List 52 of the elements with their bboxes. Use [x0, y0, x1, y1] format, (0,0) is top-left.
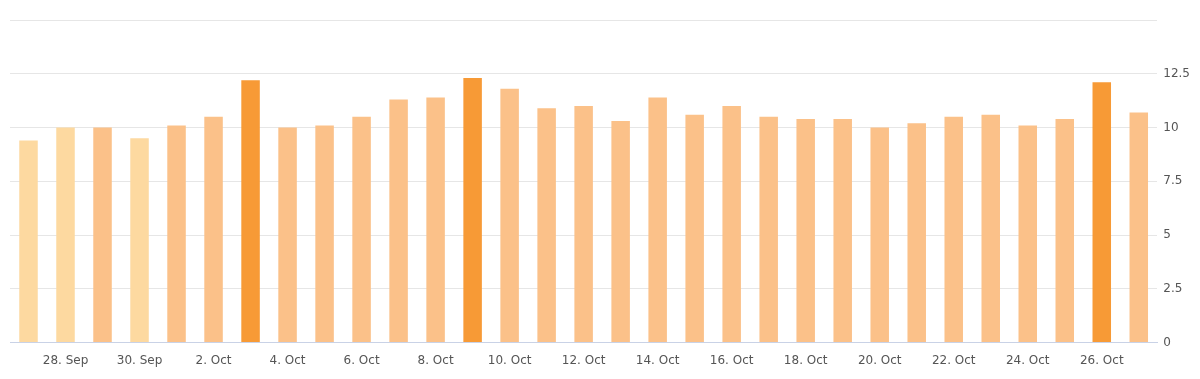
bar: [1018, 125, 1037, 343]
bar: [944, 116, 963, 343]
y-tick-label: 2.5: [1163, 280, 1183, 295]
bar: [278, 127, 297, 343]
bar: [1055, 118, 1075, 343]
bar: [315, 125, 334, 343]
x-tick-label: 18. Oct: [783, 352, 828, 367]
x-tick-label: 24. Oct: [1005, 352, 1050, 367]
x-tick-label: 6. Oct: [343, 352, 380, 367]
bar: [352, 116, 371, 343]
bar: [759, 116, 778, 343]
bar: [93, 127, 112, 343]
bar: [833, 118, 852, 343]
y-tick-label: 0: [1163, 334, 1171, 349]
bar: [981, 114, 1000, 343]
x-tick-label: 10. Oct: [487, 352, 532, 367]
bar: [574, 106, 593, 343]
x-tick-label: 22. Oct: [931, 352, 976, 367]
bar: [19, 140, 38, 343]
bar: [426, 97, 445, 343]
x-tick-label: 30. Sep: [116, 352, 163, 367]
x-tick-label: 28. Sep: [42, 352, 89, 367]
x-tick-label: 2. Oct: [195, 352, 232, 367]
bar: [241, 80, 260, 343]
y-tick-label: 12.5: [1163, 65, 1190, 80]
x-tick-label: 4. Oct: [269, 352, 306, 367]
bar: [130, 138, 149, 343]
bar: [463, 78, 482, 343]
y-tick-label: 10: [1163, 119, 1179, 134]
bar: [500, 88, 519, 343]
bar: [1129, 112, 1149, 343]
bar: [389, 99, 408, 343]
y-tick-label: 5: [1163, 227, 1171, 242]
bar: [204, 116, 223, 343]
bar: [611, 121, 630, 343]
x-tick-label: 12. Oct: [561, 352, 606, 367]
x-tick-label: 16. Oct: [709, 352, 754, 367]
x-tick-label: 20. Oct: [857, 352, 902, 367]
bar: [167, 125, 186, 343]
bar: [870, 127, 889, 343]
y-tick-label: 7.5: [1163, 173, 1183, 188]
bar: [796, 118, 815, 343]
bar: [648, 97, 667, 343]
bar: [685, 114, 704, 343]
x-tick-label: 14. Oct: [635, 352, 680, 367]
bar: [56, 127, 75, 343]
bar: [722, 106, 741, 343]
bar: [537, 108, 556, 343]
x-tick-label: 26. Oct: [1079, 352, 1124, 367]
bar: [1092, 82, 1112, 343]
bar: [907, 123, 926, 343]
x-tick-label: 8. Oct: [417, 352, 454, 367]
